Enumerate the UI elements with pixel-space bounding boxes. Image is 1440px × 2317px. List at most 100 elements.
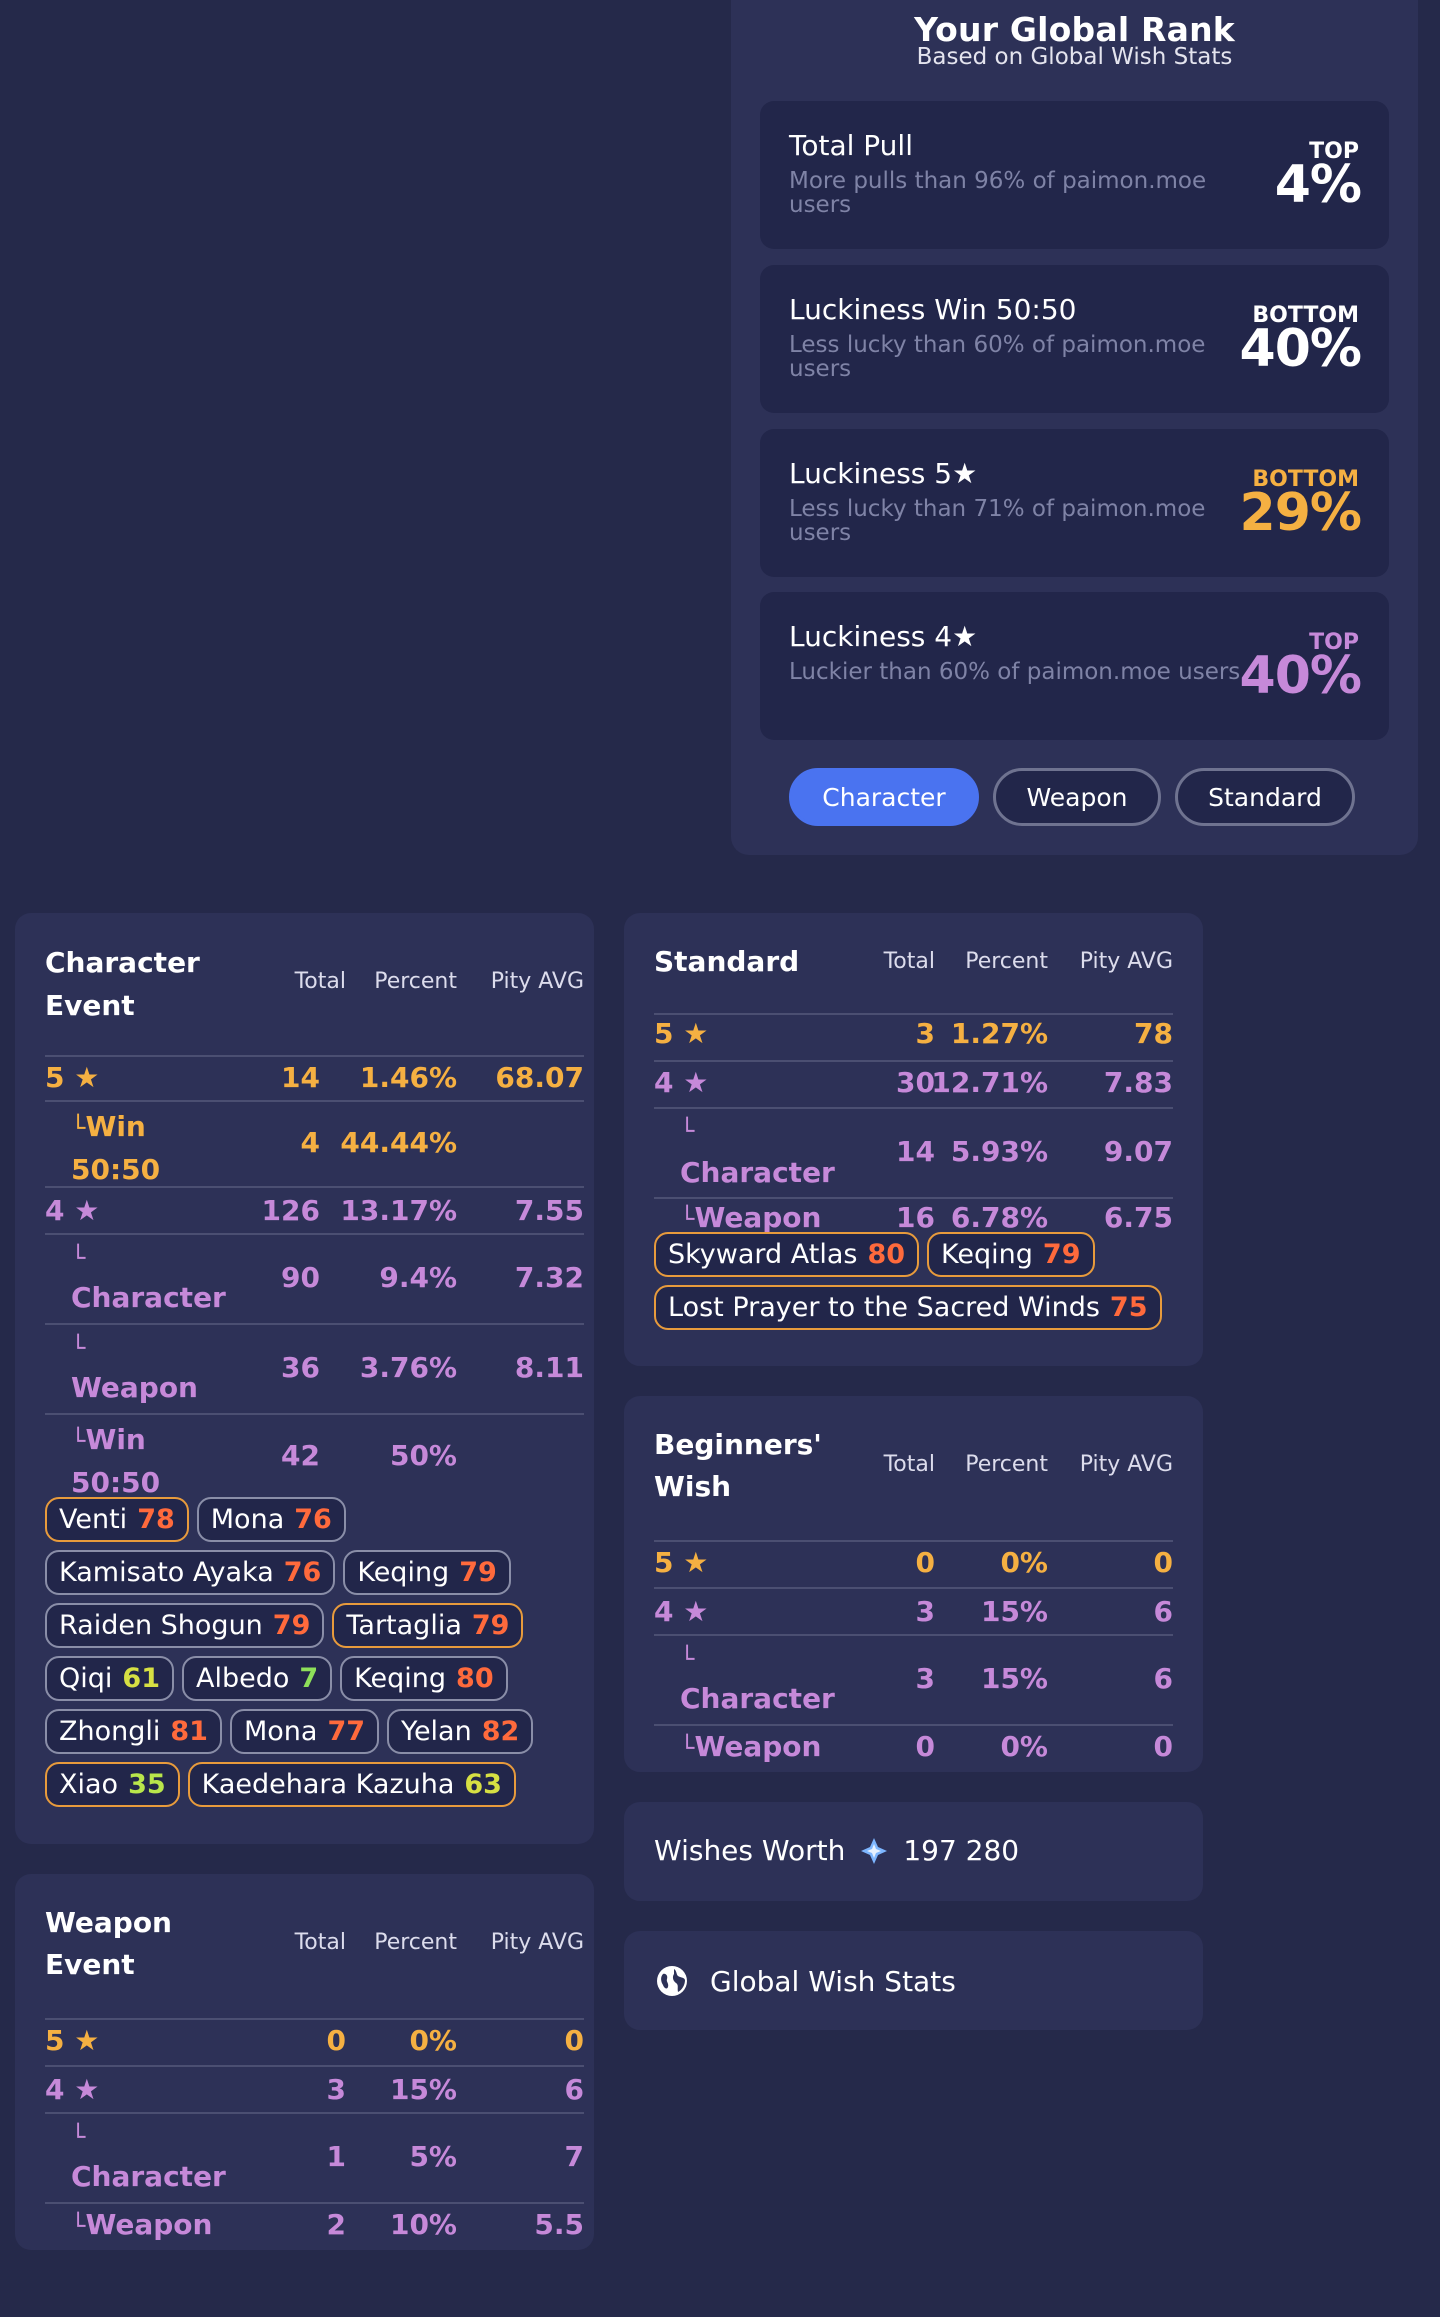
wishes-worth-value: 197 280 bbox=[903, 1834, 1020, 1867]
col-percent: Percent bbox=[965, 1452, 1048, 1477]
row-pity: 9.07 bbox=[1103, 1135, 1173, 1168]
row-percent: 1.46% bbox=[359, 1061, 457, 1094]
row-name: └ Character bbox=[680, 1645, 835, 1715]
table-row: 4 ★ 3 15% 6 bbox=[45, 2067, 584, 2114]
rank-card-value: 4% bbox=[1274, 155, 1362, 215]
table-row: └Win 50:50 42 50% bbox=[45, 1415, 584, 1501]
row-percent: 0% bbox=[409, 2024, 457, 2057]
rank-tabs: Character Weapon Standard bbox=[789, 768, 1355, 826]
pull-tags: Skyward Atlas 80 Keqing 79 Lost Prayer to … bbox=[654, 1232, 1162, 1338]
pull-tag: Mona 76 bbox=[196, 1497, 346, 1542]
row-total: 3 bbox=[915, 1017, 935, 1050]
row-total: 1 bbox=[326, 2140, 346, 2173]
table-row: 4 ★ 3 15% 6 bbox=[654, 1589, 1173, 1636]
row-percent: 50% bbox=[389, 1439, 457, 1472]
table-row: └ Character 3 15% 6 bbox=[654, 1636, 1173, 1726]
row-pity: 6 bbox=[1153, 1662, 1173, 1695]
table-row: └ Character 1 5% 7 bbox=[45, 2114, 584, 2204]
col-pity: Pity AVG bbox=[1079, 949, 1173, 974]
row-pity: 6 bbox=[564, 2073, 584, 2106]
row-total: 3 bbox=[915, 1662, 935, 1695]
rank-card-label: TOP bbox=[1309, 139, 1359, 164]
col-percent: Percent bbox=[374, 1930, 457, 1955]
rank-subtitle: Based on Global Wish Stats bbox=[916, 44, 1233, 70]
global-wish-stats-label: Global Wish Stats bbox=[710, 1964, 956, 1998]
table-row: └ Character 14 5.93% 9.07 bbox=[654, 1109, 1173, 1199]
table-row: 5 ★ 3 1.27% 78 bbox=[654, 1015, 1173, 1062]
row-percent: 15% bbox=[389, 2073, 457, 2106]
row-pity: 6 bbox=[1153, 1595, 1173, 1628]
row-pity: 0 bbox=[1153, 1546, 1173, 1579]
row-percent: 0% bbox=[1000, 1546, 1048, 1579]
globe-icon bbox=[654, 1963, 690, 1999]
table-row: └Weapon 0 0% 0 bbox=[654, 1726, 1173, 1773]
row-percent: 13.17% bbox=[340, 1194, 457, 1227]
table-title-line2: Wish bbox=[654, 1470, 732, 1503]
table-row: 5 ★ 0 0% 0 bbox=[45, 2020, 584, 2067]
table-row: 5 ★ 0 0% 0 bbox=[654, 1542, 1173, 1589]
row-total: 16 bbox=[896, 1201, 935, 1234]
tab-character[interactable]: Character bbox=[789, 768, 979, 826]
row-percent: 10% bbox=[389, 2208, 457, 2241]
row-total: 0 bbox=[915, 1546, 935, 1579]
row-name: 4 ★ bbox=[45, 2073, 100, 2106]
pull-tag: Yelan 82 bbox=[387, 1709, 534, 1754]
col-total: Total bbox=[883, 1452, 935, 1477]
table-body: 5 ★ 14 1.46% 68.07 └Win 50:50 4 44.44% 4… bbox=[45, 1055, 584, 1975]
row-percent: 15% bbox=[980, 1662, 1048, 1695]
table-row: └Weapon 2 10% 5.5 bbox=[45, 2204, 584, 2251]
row-percent: 9.4% bbox=[379, 1261, 457, 1294]
rank-card-value: 29% bbox=[1239, 483, 1362, 543]
col-total: Total bbox=[294, 969, 346, 994]
pull-tag: Skyward Atlas 80 bbox=[654, 1232, 920, 1277]
row-pity: 7 bbox=[564, 2140, 584, 2173]
wishes-worth-panel: Wishes Worth 197 280 bbox=[624, 1802, 1203, 1901]
table-title-line1: Character bbox=[45, 946, 200, 979]
row-total: 36 bbox=[281, 1351, 320, 1384]
row-name: 5 ★ bbox=[654, 1546, 709, 1579]
table-body: 5 ★ 0 0% 0 4 ★ 3 15% 6 └ Character 1 5% … bbox=[45, 2020, 584, 2260]
rank-title: Your Global Rank bbox=[914, 10, 1235, 49]
row-name: 5 ★ bbox=[45, 1061, 100, 1094]
row-name: └Weapon bbox=[680, 1730, 822, 1763]
tab-standard[interactable]: Standard bbox=[1175, 768, 1355, 826]
rank-card-desc: Less lucky than 71% of paimon.moe users bbox=[789, 496, 1206, 546]
global-rank-panel: Your Global Rank Based on Global Wish St… bbox=[731, 0, 1418, 855]
wishes-worth-label: Wishes Worth bbox=[654, 1834, 846, 1867]
row-pity: 7.55 bbox=[514, 1194, 584, 1227]
rank-card-total-pull: Total Pull More pulls than 96% of paimon… bbox=[760, 101, 1389, 249]
table-row: └ Character 90 9.4% 7.32 bbox=[45, 1235, 584, 1325]
row-percent: 12.71% bbox=[931, 1066, 1048, 1099]
tab-weapon[interactable]: Weapon bbox=[993, 768, 1161, 826]
row-name: 4 ★ bbox=[654, 1595, 709, 1628]
row-percent: 5.93% bbox=[950, 1135, 1048, 1168]
rank-card-desc: More pulls than 96% of paimon.moe users bbox=[789, 168, 1207, 218]
pull-tag: Kamisato Ayaka 76 bbox=[45, 1550, 336, 1595]
global-wish-stats-link[interactable]: Global Wish Stats bbox=[624, 1931, 1203, 2030]
pull-tag: Qiqi 61 bbox=[45, 1656, 174, 1701]
pull-tag: Keqing 79 bbox=[343, 1550, 511, 1595]
pull-tag: Raiden Shogun 79 bbox=[45, 1603, 325, 1648]
row-percent: 44.44% bbox=[340, 1126, 457, 1159]
row-total: 42 bbox=[281, 1439, 320, 1472]
row-name: 4 ★ bbox=[654, 1066, 709, 1099]
pull-tag: Xiao 35 bbox=[45, 1762, 180, 1807]
rank-card-label: BOTTOM bbox=[1252, 467, 1359, 492]
standard-panel: Standard Total Percent Pity AVG 5 ★ 3 1.… bbox=[624, 913, 1203, 1366]
row-pity: 0 bbox=[1153, 1730, 1173, 1763]
rank-card-value: 40% bbox=[1239, 646, 1362, 706]
col-percent: Percent bbox=[374, 969, 457, 994]
rank-card-title: Total Pull bbox=[789, 129, 913, 162]
pull-tag: Venti 78 bbox=[45, 1497, 189, 1542]
pull-tags: Venti 78 Mona 76 Kamisato Ayaka 76 Keqing 79… bbox=[45, 1497, 534, 1815]
rank-card-desc: Luckier than 60% of paimon.moe users bbox=[789, 659, 1241, 685]
row-percent: 0% bbox=[1000, 1730, 1048, 1763]
row-name: 5 ★ bbox=[45, 2024, 100, 2057]
row-percent: 3.76% bbox=[359, 1351, 457, 1384]
rank-card-luck-5star: Luckiness 5★ Less lucky than 71% of paim… bbox=[760, 429, 1389, 577]
row-pity: 7.83 bbox=[1103, 1066, 1173, 1099]
row-total: 4 bbox=[300, 1126, 320, 1159]
row-name: └ Weapon bbox=[71, 1334, 198, 1404]
beginners-wish-panel: Beginners' Wish Total Percent Pity AVG 5… bbox=[624, 1396, 1203, 1772]
row-total: 3 bbox=[915, 1595, 935, 1628]
